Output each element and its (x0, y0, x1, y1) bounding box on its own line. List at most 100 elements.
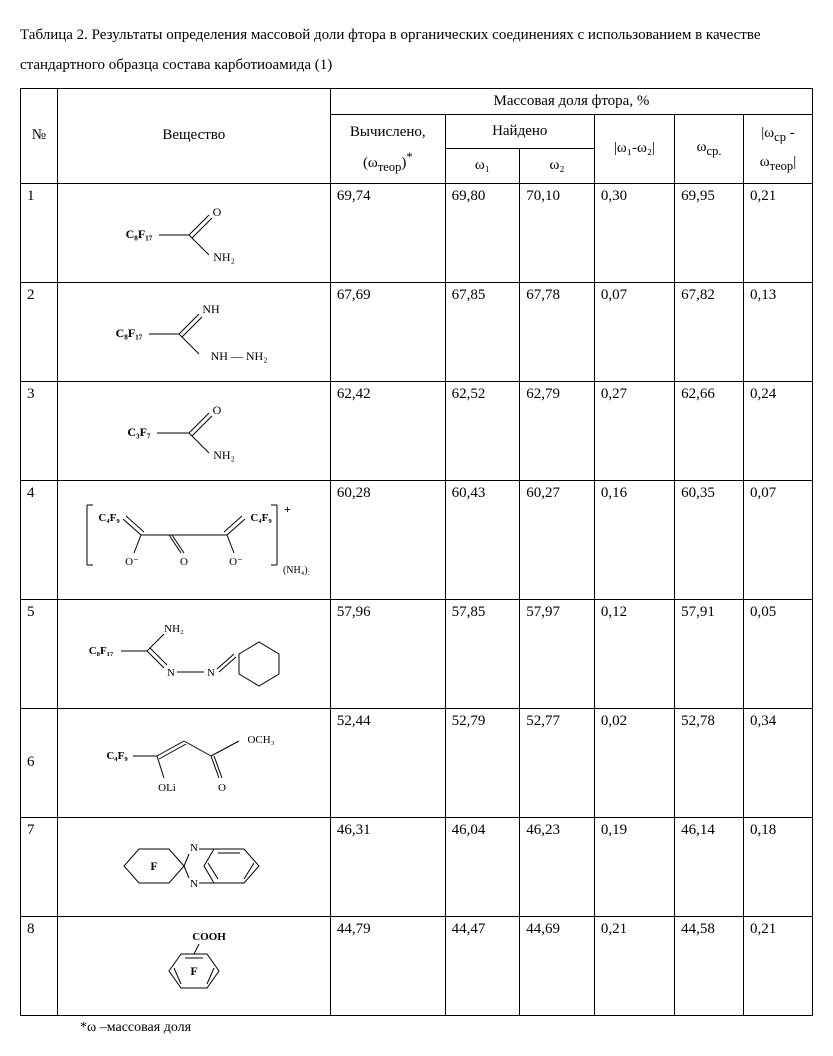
cell-diff: 0,30 (594, 183, 674, 282)
svg-text:NH — NH₂: NH — NH₂ (210, 349, 267, 363)
cell-avg: 69,95 (675, 183, 744, 282)
footnote: *ω –массовая доля (20, 1020, 813, 1036)
cell-calc: 67,69 (330, 282, 445, 381)
cell-avg: 60,35 (675, 480, 744, 599)
cell-num: 5 (21, 599, 58, 708)
table-caption: Таблица 2. Результаты определения массов… (20, 20, 813, 80)
cell-structure: C₄F₉ O⁻ O O⁻ C₄F₉ (57, 480, 330, 599)
cell-num: 7 (21, 817, 58, 916)
svg-text:C₄F₉: C₄F₉ (106, 750, 128, 762)
svg-text:N: N (167, 667, 175, 679)
cell-avg: 52,78 (675, 708, 744, 817)
table-row: 7 F N N 46,31 46,04 4 (21, 817, 813, 916)
cell-calc: 57,96 (330, 599, 445, 708)
cell-w1: 62,52 (445, 381, 520, 480)
svg-text:O⁻: O⁻ (125, 556, 139, 568)
cell-diff: 0,16 (594, 480, 674, 599)
col-w2: ω₂ (520, 149, 595, 183)
cell-calc: 46,31 (330, 817, 445, 916)
cell-structure: C₈F₁₇ NH NH — NH₂ (57, 282, 330, 381)
structure-icon: C₈F₁₇ O NH₂ (109, 198, 279, 268)
cell-calc: 44,79 (330, 916, 445, 1015)
svg-text:F: F (190, 964, 197, 978)
svg-text:C₈F₁₇: C₈F₁₇ (125, 227, 152, 241)
cell-dev: 0,21 (744, 916, 813, 1015)
cell-num: 3 (21, 381, 58, 480)
cell-w2: 44,69 (520, 916, 595, 1015)
cell-diff: 0,07 (594, 282, 674, 381)
table-row: 6 C₄F₉ OLi O OCH₃ 52,44 52,7 (21, 708, 813, 817)
svg-text:O: O (212, 205, 221, 219)
col-calc: Вычислено, (ωтеор)* (330, 115, 445, 184)
cell-w1: 46,04 (445, 817, 520, 916)
cell-w2: 62,79 (520, 381, 595, 480)
svg-text:F: F (150, 859, 157, 873)
table-row: 1 C₈F₁₇ O NH₂ 69,74 69,80 70,10 0,30 69,… (21, 183, 813, 282)
cell-w2: 46,23 (520, 817, 595, 916)
cell-dev: 0,07 (744, 480, 813, 599)
svg-text:C₃F₇: C₃F₇ (127, 425, 151, 439)
cell-avg: 57,91 (675, 599, 744, 708)
cell-w2: 60,27 (520, 480, 595, 599)
col-num: № (21, 89, 58, 184)
svg-text:C₄F₉: C₄F₉ (98, 512, 120, 524)
cell-avg: 44,58 (675, 916, 744, 1015)
structure-icon: F N N (94, 829, 294, 904)
svg-text:COOH: COOH (192, 931, 226, 943)
col-group: Массовая доля фтора, % (330, 89, 812, 115)
col-substance: Вещество (57, 89, 330, 184)
structure-icon: C₈F₁₇ NH₂ N N (79, 614, 309, 694)
cell-w2: 57,97 (520, 599, 595, 708)
cell-num: 2 (21, 282, 58, 381)
cell-w1: 67,85 (445, 282, 520, 381)
cell-num: 8 (21, 916, 58, 1015)
table-row: 3 C₃F₇ O NH₂ 62,42 62,52 62,79 0,27 62,6… (21, 381, 813, 480)
structure-icon: C₃F₇ O NH₂ (109, 396, 279, 466)
cell-structure: COOH F (57, 916, 330, 1015)
results-table: № Вещество Массовая доля фтора, % Вычисл… (20, 88, 813, 1016)
cell-w2: 52,77 (520, 708, 595, 817)
svg-text:O: O (180, 556, 188, 568)
col-found: Найдено (445, 115, 594, 149)
cell-dev: 0,18 (744, 817, 813, 916)
table-row: 2 C₈F₁₇ NH NH — NH₂ 67,69 67,85 67,78 0,… (21, 282, 813, 381)
svg-text:O⁻: O⁻ (229, 556, 243, 568)
svg-text:OCH₃: OCH₃ (247, 734, 274, 746)
cell-num: 1 (21, 183, 58, 282)
cell-structure: F N N (57, 817, 330, 916)
cell-diff: 0,27 (594, 381, 674, 480)
structure-icon: C₈F₁₇ NH NH — NH₂ (99, 297, 289, 367)
cell-structure: C₈F₁₇ NH₂ N N (57, 599, 330, 708)
svg-text:N: N (190, 878, 198, 890)
structure-icon: C₄F₉ OLi O OCH₃ (89, 723, 299, 803)
table-row: 4 C₄F₉ O⁻ O O⁻ (21, 480, 813, 599)
cell-avg: 67,82 (675, 282, 744, 381)
svg-text:NH₂: NH₂ (164, 623, 184, 635)
cell-diff: 0,21 (594, 916, 674, 1015)
svg-text:C₈F₁₇: C₈F₁₇ (89, 645, 114, 657)
cell-num: 6 (21, 708, 58, 817)
col-diff: |ω₁-ω₂| (594, 115, 674, 184)
cell-calc: 60,28 (330, 480, 445, 599)
svg-text:O: O (218, 782, 226, 794)
cell-w2: 67,78 (520, 282, 595, 381)
svg-text:O: O (212, 403, 221, 417)
cell-calc: 52,44 (330, 708, 445, 817)
cell-structure: C₃F₇ O NH₂ (57, 381, 330, 480)
svg-text:+: + (284, 502, 291, 516)
structure-icon: COOH F (109, 926, 279, 1006)
cell-w1: 57,85 (445, 599, 520, 708)
svg-text:N: N (190, 842, 198, 854)
table-row: 8 COOH F 44,79 44,47 44,69 0,21 44,58 0,… (21, 916, 813, 1015)
cell-dev: 0,05 (744, 599, 813, 708)
cell-dev: 0,34 (744, 708, 813, 817)
cell-structure: C₄F₉ OLi O OCH₃ (57, 708, 330, 817)
cell-w1: 44,47 (445, 916, 520, 1015)
cell-dev: 0,13 (744, 282, 813, 381)
col-w1: ω₁ (445, 149, 520, 183)
cell-diff: 0,12 (594, 599, 674, 708)
col-dev: |ωср - ωтеор| (744, 115, 813, 184)
cell-calc: 69,74 (330, 183, 445, 282)
cell-diff: 0,19 (594, 817, 674, 916)
cell-avg: 46,14 (675, 817, 744, 916)
